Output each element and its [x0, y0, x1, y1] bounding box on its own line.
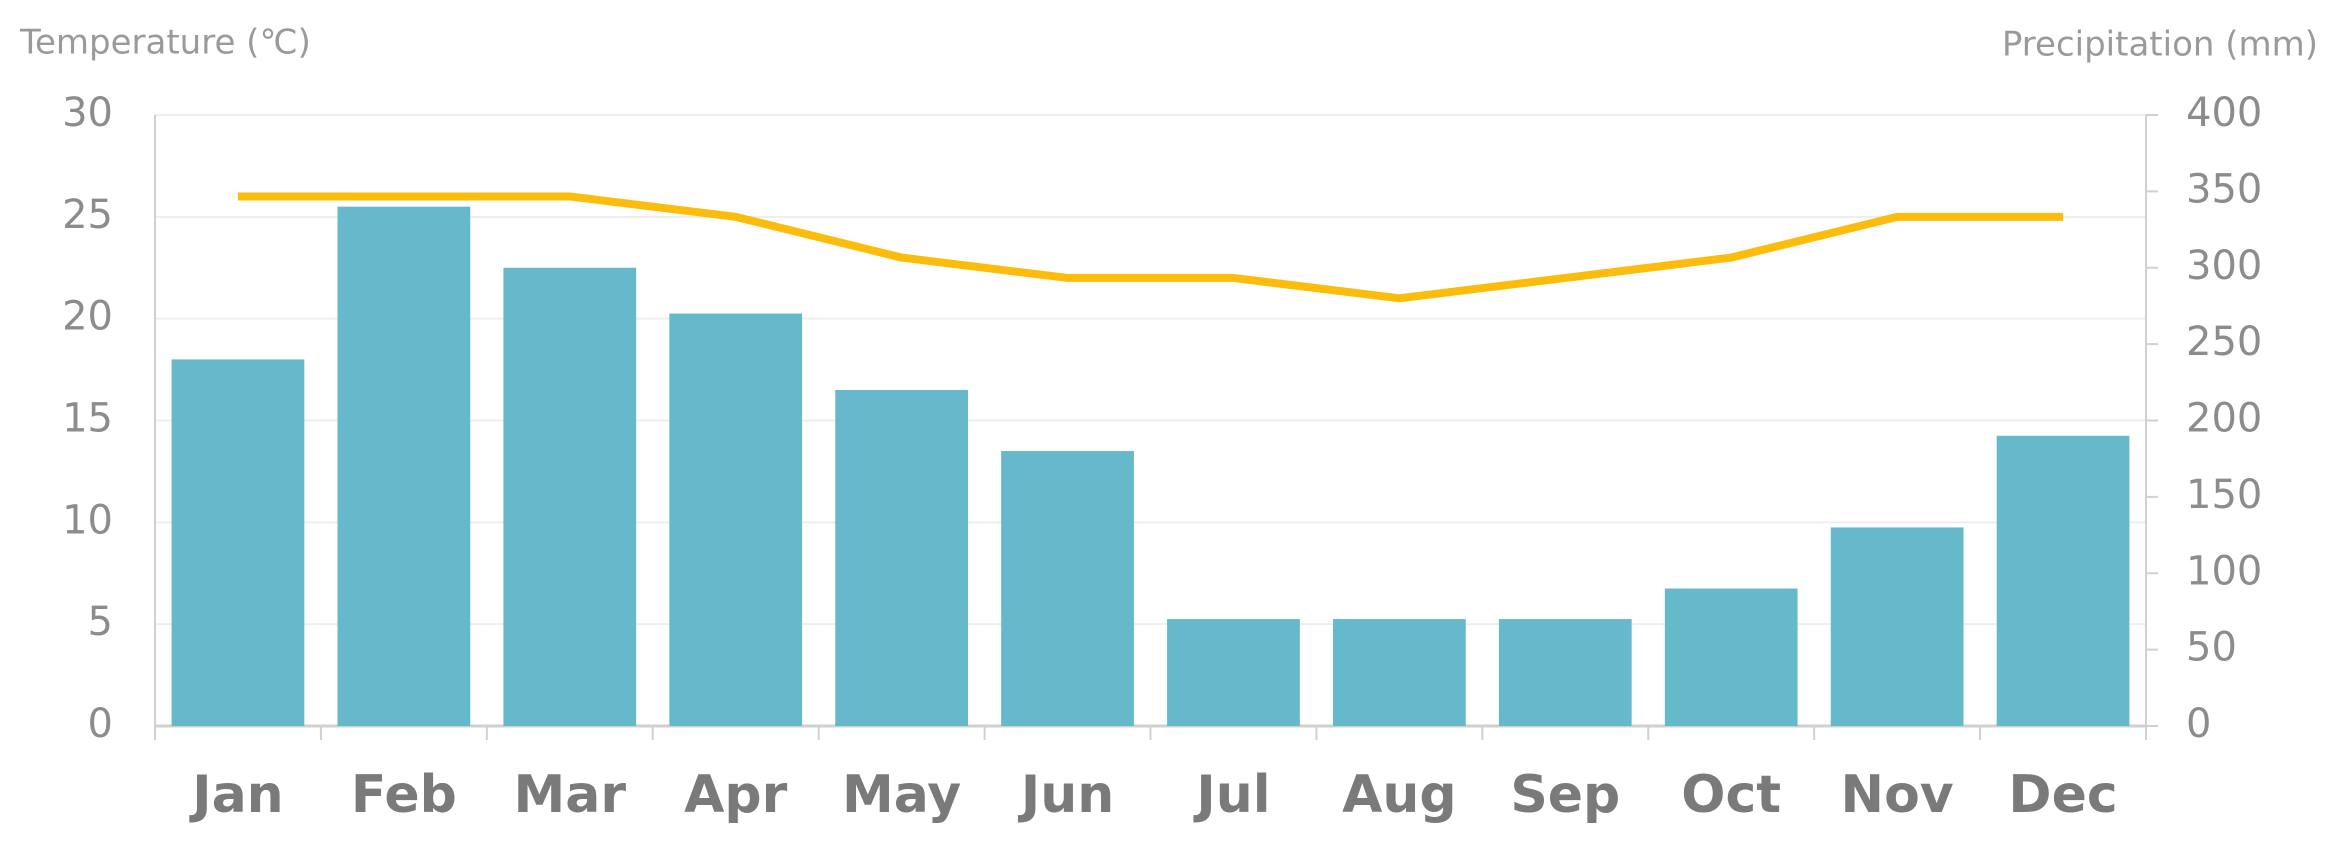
x-tick-label: Aug [1342, 765, 1457, 825]
x-tick-label: Apr [684, 765, 787, 825]
y2-tick-label: 200 [2186, 396, 2262, 442]
bar [1167, 619, 1300, 726]
y2-tick-label: 350 [2186, 166, 2262, 212]
y-axis-label: Temperature (℃) [19, 23, 311, 63]
x-tick-label: Sep [1510, 765, 1620, 825]
x-tick-label: Feb [351, 765, 457, 825]
y2-tick-label: 100 [2186, 548, 2262, 594]
x-tick-label: Dec [2008, 765, 2117, 825]
y-tick-label: 0 [88, 701, 113, 747]
bar [669, 313, 803, 726]
y2-tick-label: 250 [2186, 319, 2262, 365]
bar [1996, 435, 2130, 726]
x-tick-label: Jun [1018, 765, 1114, 825]
x-tick-label: Oct [1681, 765, 1781, 825]
y-tick-label: 30 [62, 90, 113, 136]
x-tick-label: Nov [1841, 765, 1954, 825]
y2-tick-label: 400 [2186, 90, 2262, 136]
y-tick-label: 15 [62, 396, 113, 442]
x-tick-label: Jul [1193, 765, 1270, 825]
bar [1830, 527, 1964, 726]
y2-tick-label: 150 [2186, 472, 2262, 518]
bar [835, 389, 968, 726]
y-tick-label: 20 [62, 294, 113, 340]
bar [171, 359, 305, 726]
x-tick-label: Mar [514, 765, 627, 825]
y2-tick-label: 50 [2186, 625, 2237, 671]
bar [337, 206, 471, 726]
y2-tick-label: 0 [2186, 701, 2211, 747]
y2-tick-label: 300 [2186, 243, 2262, 289]
bar [1498, 619, 1632, 726]
line [237, 192, 2064, 303]
x-tick-label: Jan [189, 765, 283, 825]
y2-axis-label: Precipitation (mm) [2002, 25, 2318, 65]
bar [503, 267, 637, 726]
bar [1664, 588, 1798, 726]
y-tick-label: 5 [88, 599, 113, 645]
bar [1001, 451, 1134, 726]
y-tick-label: 25 [62, 192, 113, 238]
bar [1333, 619, 1466, 726]
x-tick-label: May [842, 765, 961, 825]
y-tick-label: 10 [62, 497, 113, 543]
